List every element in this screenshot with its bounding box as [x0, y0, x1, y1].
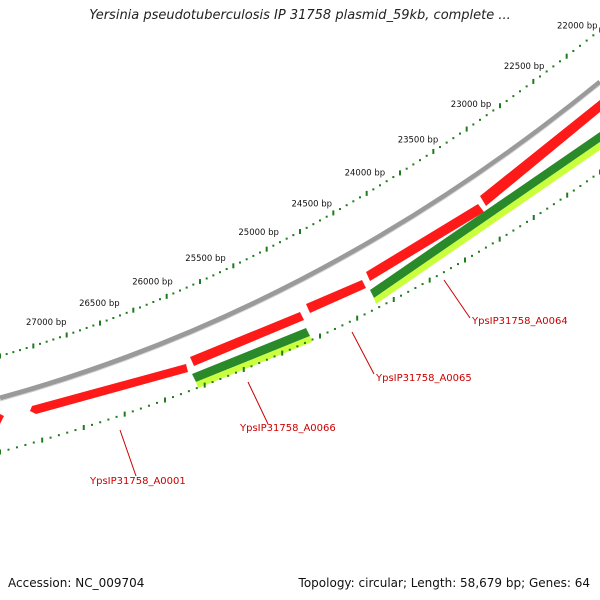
scale-label: 26000 bp — [132, 278, 173, 288]
gene-block-reverse-2[interactable] — [370, 132, 600, 298]
plasmid-backbone — [0, 80, 600, 401]
leader-a0066 — [247, 381, 269, 425]
gene-block-upstream[interactable] — [480, 100, 600, 206]
scale-label: 25000 bp — [238, 228, 279, 238]
leader-a0065 — [351, 331, 375, 375]
gene-labels: YpsIP31758_A0064 YpsIP31758_A0065 YpsIP3… — [89, 316, 568, 487]
gene-block-a0065[interactable] — [306, 280, 366, 313]
gene-block-reverse-2-light[interactable] — [374, 142, 600, 304]
gene-block-a0064[interactable] — [366, 204, 484, 281]
scale-label: 27000 bp — [26, 318, 67, 328]
scale-labels: 22000 bp 22500 bp 23000 bp 23500 bp 24000 bp… — [26, 22, 598, 328]
leader-a0064 — [443, 279, 471, 319]
gene-block-reverse-1-light[interactable] — [196, 336, 312, 388]
scale-label: 23000 bp — [451, 100, 492, 110]
scale-label: 24000 bp — [345, 169, 386, 179]
accession-label: Accession: NC_009704 — [8, 576, 145, 590]
outer-scale-ring — [0, 27, 600, 359]
scale-label: 23500 bp — [398, 136, 439, 146]
map-title: Yersinia pseudotuberculosis IP 31758 pla… — [89, 8, 511, 23]
topology-summary: Topology: circular; Length: 58,679 bp; G… — [298, 576, 590, 590]
gene-label-a0065[interactable]: YpsIP31758_A0065 — [375, 373, 472, 384]
scale-label: 25500 bp — [185, 254, 226, 264]
leader-a0001 — [119, 429, 137, 477]
scale-label: 26500 bp — [79, 299, 120, 309]
forward-strand-genes — [0, 100, 600, 424]
gene-leader-lines — [119, 279, 471, 477]
gene-label-a0001[interactable]: YpsIP31758_A0001 — [89, 476, 186, 487]
gene-label-a0066[interactable]: YpsIP31758_A0066 — [239, 423, 336, 434]
gene-block-a0066[interactable] — [190, 312, 304, 366]
scale-label: 22000 bp — [557, 22, 598, 32]
reverse-strand-genes — [192, 132, 600, 388]
gene-label-a0064[interactable]: YpsIP31758_A0064 — [471, 316, 568, 327]
scale-label: 24500 bp — [292, 200, 333, 210]
gene-block-left-edge[interactable] — [0, 414, 4, 424]
scale-label: 22500 bp — [504, 62, 545, 72]
gene-block-reverse-1[interactable] — [192, 328, 310, 382]
plasmid-backbone-shadow — [0, 84, 600, 402]
gene-block-a0001[interactable] — [30, 364, 188, 414]
inner-scale-ring — [0, 169, 600, 455]
